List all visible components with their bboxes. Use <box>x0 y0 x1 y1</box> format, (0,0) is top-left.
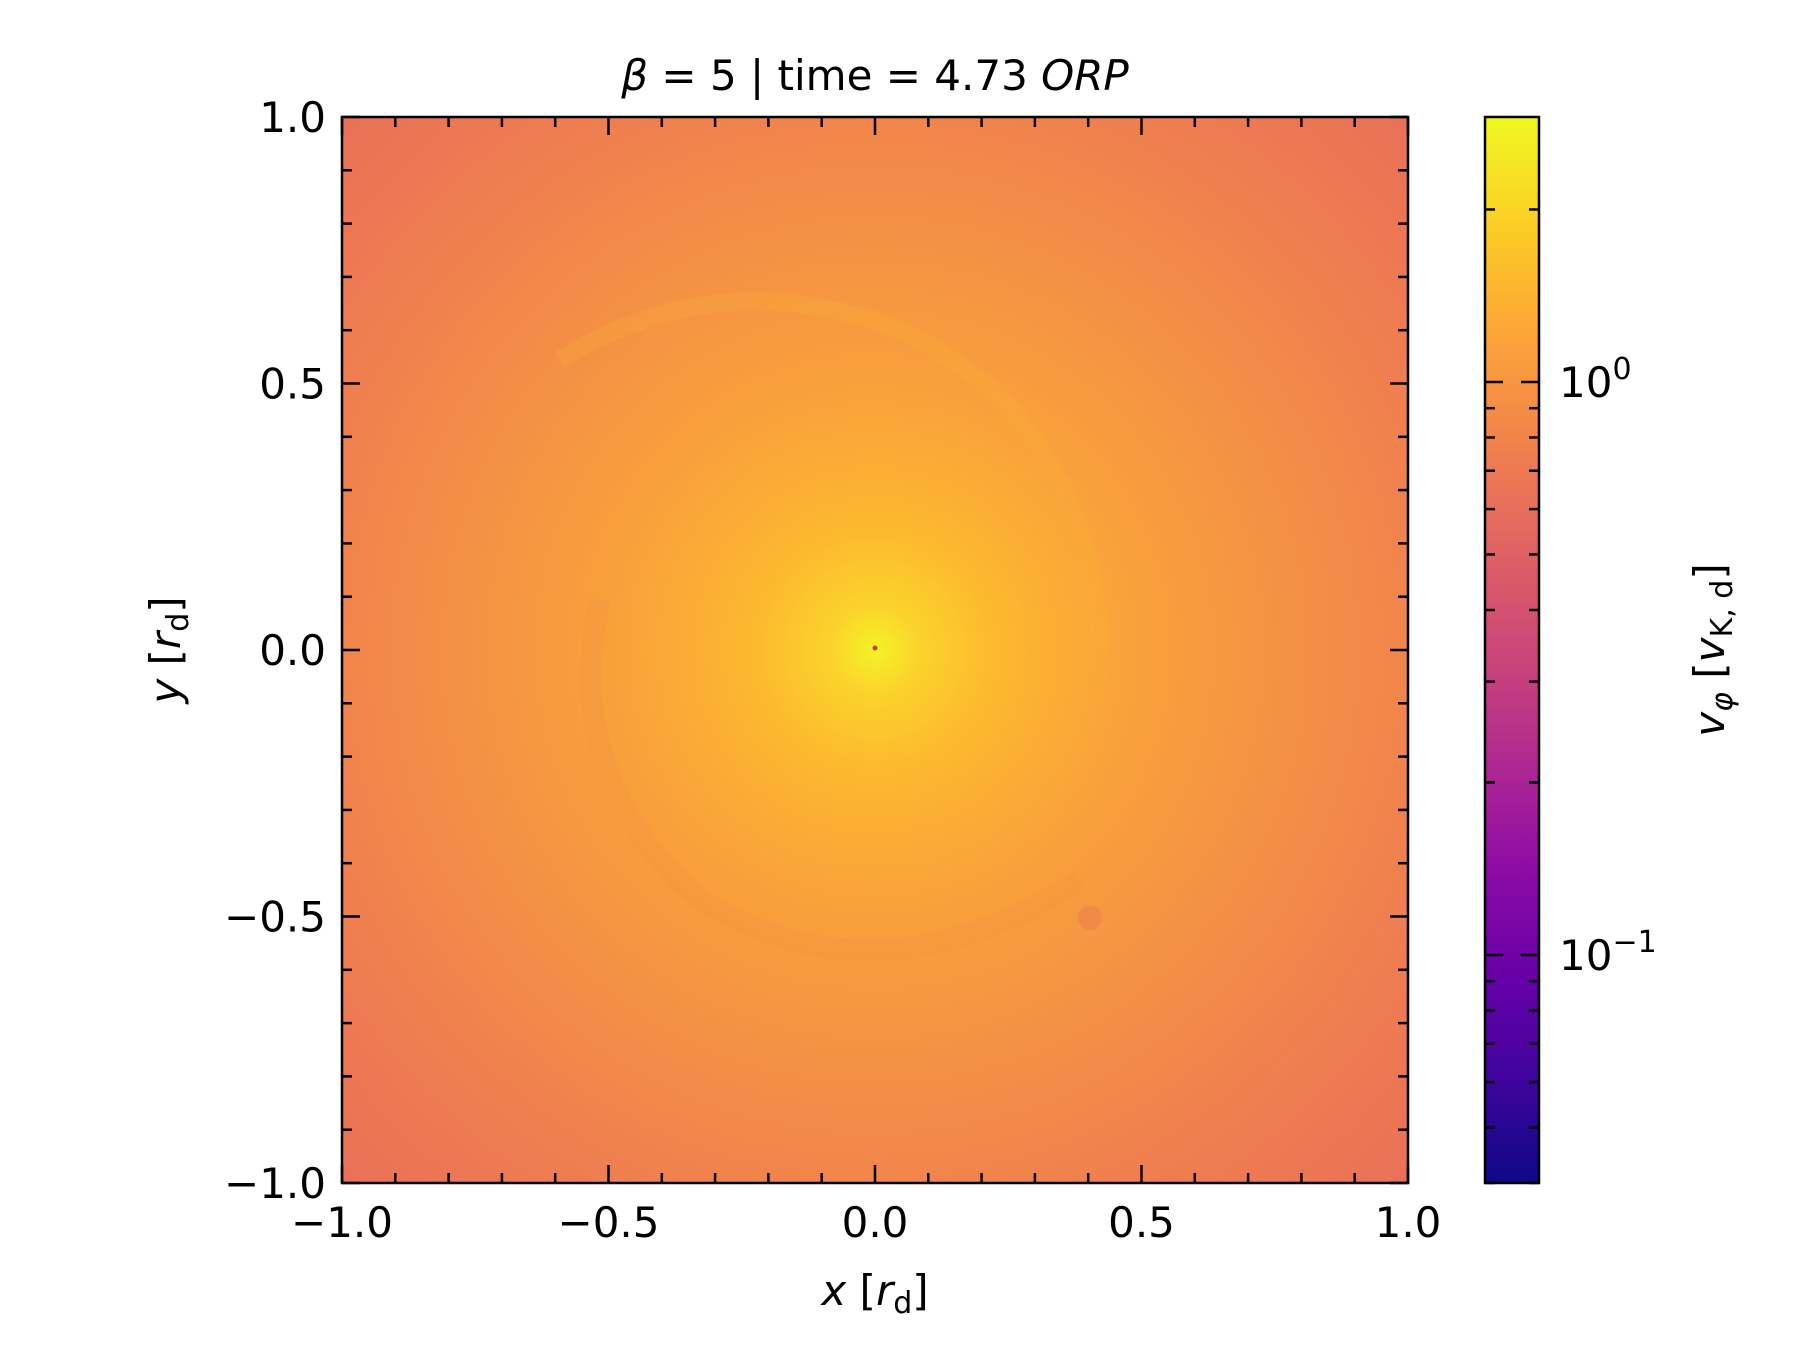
x-tick-label: −0.5 <box>558 1198 660 1247</box>
colorbar-tick-label: 100 <box>1559 352 1632 407</box>
y-label-close: ] <box>141 596 190 612</box>
colorbar <box>1483 115 1541 1185</box>
y-tick-labels: −1.0 −0.5 0.0 0.5 1.0 <box>224 93 326 1208</box>
y-axis-label: y [rd] <box>141 596 196 705</box>
colorbar-ticks <box>1485 208 1539 1185</box>
colorbar-tick-label: 10−1 <box>1559 925 1657 980</box>
x-tick-label: 1.0 <box>1375 1198 1442 1247</box>
plot-ticks <box>340 115 1410 1185</box>
x-axis-label: x [rd] <box>819 1266 928 1321</box>
x-label-var: x <box>819 1266 847 1315</box>
title-beta: β <box>620 51 648 100</box>
x-tick-label: 0.5 <box>1108 1198 1175 1247</box>
chart-title: β = 5 | time = 4.73 ORP <box>620 51 1129 100</box>
colorbar-tick-base: 10 <box>1559 931 1612 980</box>
y-tick-label: 1.0 <box>259 93 326 142</box>
colorbar-tick-base: 10 <box>1559 358 1612 407</box>
y-tick-label: 0.0 <box>259 626 326 675</box>
colorbar-tick-exp: −1 <box>1612 925 1656 960</box>
x-tick-label: −1.0 <box>291 1198 393 1247</box>
cbar-label-var: v <box>1685 711 1734 737</box>
x-tick-label: 0.0 <box>842 1198 909 1247</box>
heatmap-plot <box>342 117 1408 1183</box>
cbar-label-open: [ <box>1685 662 1734 692</box>
center-point <box>872 645 878 651</box>
spiral-arm-1 <box>580 597 1086 962</box>
x-label-open: [ <box>846 1266 876 1315</box>
y-label-var: y <box>141 678 190 706</box>
x-label-sub: d <box>893 1286 912 1321</box>
cbar-label-subvar: φ <box>1705 692 1740 712</box>
faint-blob <box>1078 906 1102 930</box>
cbar-label-sym: v <box>1685 636 1734 662</box>
y-label-sym: r <box>141 629 190 649</box>
y-tick-label: −0.5 <box>224 893 326 942</box>
y-label-sub: d <box>161 613 196 632</box>
x-tick-labels: −1.0 −0.5 0.0 0.5 1.0 <box>291 1198 1441 1247</box>
y-label-open: [ <box>141 649 190 679</box>
cbar-label-close: ] <box>1685 563 1734 579</box>
spiral-arm-2 <box>555 292 1109 651</box>
y-tick-label: 0.5 <box>259 360 326 409</box>
plot-frame <box>340 115 1410 1185</box>
colorbar-tick-exp: 0 <box>1612 352 1631 387</box>
y-tick-label: −1.0 <box>224 1159 326 1208</box>
x-label-sym: r <box>876 1266 896 1315</box>
title-middle: = 5 | time = 4.73 <box>648 51 1041 100</box>
cbar-label-sub: K, d <box>1705 580 1740 638</box>
title-unit: ORP <box>1041 51 1129 100</box>
colorbar-label: vφ [vK, d] <box>1685 563 1740 736</box>
x-label-close: ] <box>912 1266 928 1315</box>
